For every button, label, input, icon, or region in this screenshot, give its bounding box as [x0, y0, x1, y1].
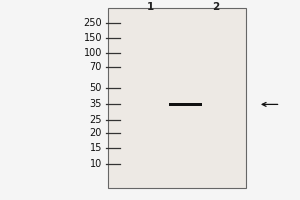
Text: 2: 2 [212, 2, 220, 12]
Text: 1: 1 [146, 2, 154, 12]
Text: 100: 100 [84, 48, 102, 58]
Bar [169, 103, 202, 106]
Text: 10: 10 [90, 159, 102, 169]
Text: 35: 35 [90, 99, 102, 109]
Text: 150: 150 [83, 33, 102, 43]
Text: 70: 70 [90, 62, 102, 72]
Text: 50: 50 [90, 83, 102, 93]
Text: 15: 15 [90, 143, 102, 153]
Text: 250: 250 [83, 18, 102, 28]
Bar [108, 8, 246, 188]
Text: 25: 25 [89, 115, 102, 125]
Text: 20: 20 [90, 128, 102, 138]
